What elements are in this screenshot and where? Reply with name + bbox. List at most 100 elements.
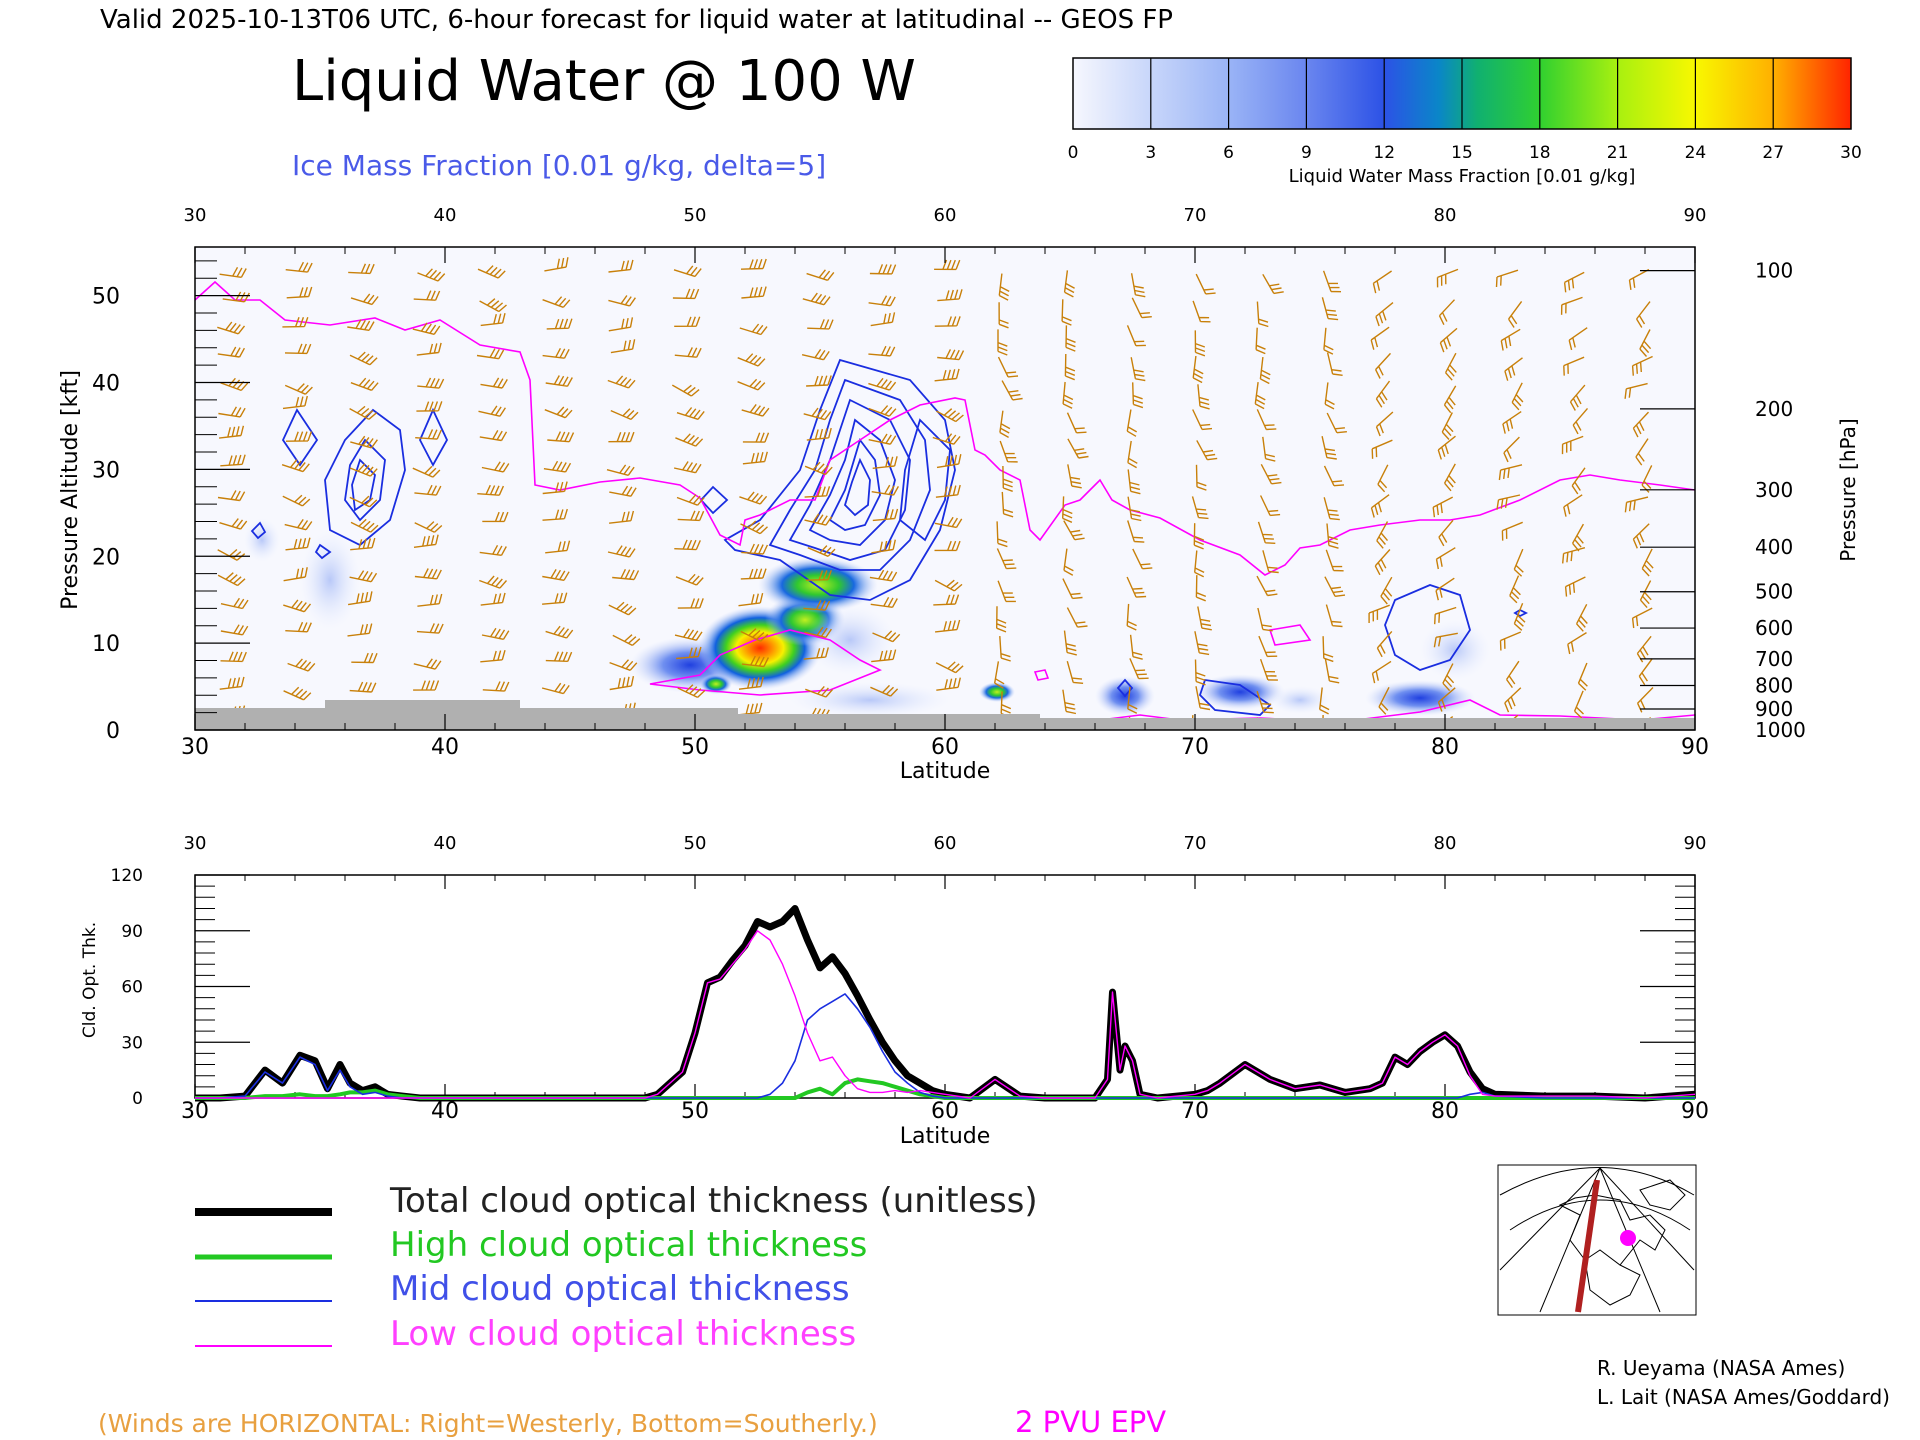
wind-barb	[1256, 409, 1277, 431]
wind-barbs	[217, 257, 1654, 730]
wind-barb	[1197, 606, 1212, 631]
wind-barb	[1441, 412, 1454, 440]
low-cloud-optical-thickness-line	[195, 930, 1696, 1099]
wind-barb	[1638, 658, 1653, 686]
wind-barb	[1444, 352, 1457, 381]
wind-barb	[609, 510, 635, 524]
wind-barb	[1126, 325, 1146, 347]
wind-barb	[935, 661, 964, 674]
pressure-tick-label: 100	[1755, 259, 1793, 283]
wind-barb	[1434, 606, 1457, 625]
wind-barb	[1322, 270, 1342, 293]
wind-barb	[1573, 690, 1584, 719]
wind-barb	[1511, 382, 1524, 411]
wind-barb	[349, 681, 377, 693]
credit-2: L. Lait (NASA Ames/Goddard)	[1597, 1385, 1890, 1409]
colorbar-tick-label: 12	[1373, 143, 1395, 163]
wind-barb	[998, 302, 1009, 329]
alt-tick-label: 20	[92, 545, 120, 570]
lat-tick-label-bottom: 40	[431, 735, 459, 760]
wind-barb	[1262, 436, 1276, 462]
wind-barb	[740, 628, 769, 642]
wind-barb	[1500, 328, 1521, 351]
wind-barb	[1194, 550, 1205, 578]
wind-barb	[347, 319, 375, 331]
wind-barb	[996, 548, 1017, 570]
wind-barb	[283, 567, 308, 582]
wind-barb	[417, 593, 443, 607]
pressure-tick-label: 900	[1755, 697, 1793, 721]
wind-barb	[542, 296, 571, 308]
wind-barb	[351, 652, 378, 664]
wind-barb	[996, 606, 1007, 633]
wind-barb	[1067, 438, 1089, 459]
wind-barb	[1571, 523, 1585, 552]
wind-barb	[220, 454, 246, 467]
wind-barb	[287, 658, 316, 672]
epv-legend-label: 2 PVU EPV	[1015, 1405, 1166, 1439]
wind-barb	[869, 264, 897, 275]
lat-tick-label-top: 30	[184, 205, 207, 226]
wind-barb	[1496, 494, 1521, 510]
wind-barb	[479, 430, 508, 442]
lat-tick-label-top: 80	[1434, 205, 1457, 226]
wind-barb	[803, 600, 831, 611]
wind-barb	[1326, 412, 1347, 434]
wind-barb	[872, 508, 899, 522]
wind-barb	[674, 628, 703, 641]
wind-barb	[608, 317, 634, 332]
wind-barb	[740, 568, 767, 580]
wind-barb	[934, 259, 961, 271]
wind-barb	[1495, 269, 1519, 288]
ot-x-tick-label-top: 50	[684, 833, 707, 854]
pressure-tick-label: 500	[1755, 580, 1793, 604]
wind-barb	[1066, 607, 1088, 628]
wind-barb	[349, 495, 378, 508]
wind-barb	[1258, 635, 1278, 658]
wind-barb	[542, 569, 570, 581]
wind-barb	[285, 261, 313, 273]
wind-barb	[1641, 548, 1654, 577]
wind-barb	[1371, 660, 1392, 684]
main-title: Liquid Water @ 100 W	[292, 49, 916, 114]
ot-x-tick-label-bottom: 30	[181, 1099, 209, 1124]
wind-barb	[868, 345, 896, 357]
wind-barb	[476, 348, 505, 360]
wind-barb	[740, 520, 768, 535]
wind-barb	[481, 461, 510, 473]
wind-barb	[217, 548, 246, 561]
wind-barb	[1131, 297, 1152, 319]
wind-barb	[1569, 384, 1586, 411]
wind-barb	[1376, 521, 1389, 549]
ot-y-tick-label: 90	[121, 922, 143, 942]
wind-barb	[1255, 327, 1266, 355]
wind-barb	[609, 485, 637, 497]
wind-barb	[1323, 465, 1345, 487]
wind-barb	[416, 623, 444, 634]
wind-barb	[1325, 549, 1344, 572]
wind-barb	[1375, 380, 1391, 408]
wind-barb	[1063, 630, 1077, 656]
optical-thickness-panel: 30 30 40 40 50 50 60 60 70 70 80 80 90 90 0 30 60 90 120 L…	[80, 833, 1709, 1149]
wind-barb	[803, 407, 832, 421]
wind-barb	[607, 375, 636, 389]
wind-barb	[737, 702, 763, 716]
wind-barb	[608, 259, 634, 273]
wind-barb	[677, 684, 706, 699]
wind-barb	[1509, 575, 1521, 604]
colorbar-tick-label: 27	[1762, 143, 1784, 163]
ot-y-tick-label: 30	[121, 1033, 143, 1053]
wind-barb	[936, 408, 964, 423]
wind-barb	[542, 592, 568, 605]
ice-contour-label: Ice Mass Fraction [0.01 g/kg, delta=5]	[292, 149, 826, 182]
wind-barb	[1063, 520, 1085, 541]
wind-barb	[1126, 603, 1137, 631]
lat-tick-label-bottom: 30	[181, 735, 209, 760]
wind-barb	[1370, 326, 1390, 350]
wind-barb	[802, 292, 831, 306]
wind-barb	[1375, 411, 1394, 437]
wind-barb	[1508, 300, 1523, 328]
wind-barb	[1066, 412, 1087, 434]
ot-x-tick-label-bottom: 40	[431, 1099, 459, 1124]
wind-barb	[414, 484, 442, 496]
